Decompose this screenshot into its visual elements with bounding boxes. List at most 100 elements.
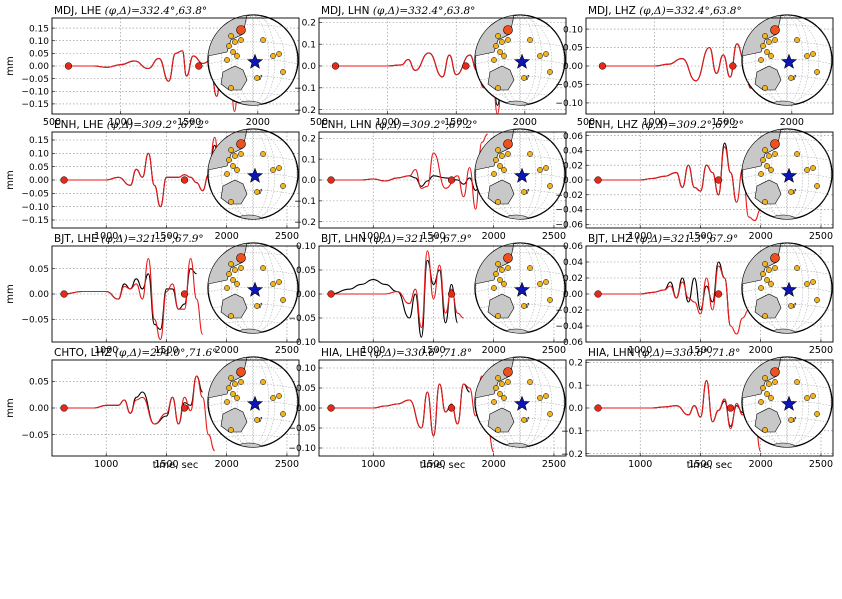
land-antarctica: [501, 442, 531, 447]
station-star: [247, 395, 263, 411]
land-antarctica: [501, 100, 531, 105]
event-dot: [760, 43, 766, 49]
x-tick-label: 2500: [542, 459, 566, 470]
panel-title: BJT, LHE (φ,Δ)=321.3°,67.9°: [54, 233, 204, 245]
window-marker: [64, 62, 73, 70]
event-dot: [280, 69, 286, 75]
x-tick-label: 1000: [109, 117, 133, 128]
parallel: [742, 303, 832, 310]
y-tick-label: 0.10: [29, 37, 49, 47]
x-tick-label: 1000: [628, 459, 652, 470]
event-dot: [228, 375, 234, 381]
station-component: MDJ, LHE: [54, 5, 105, 17]
x-tick-label: 1500: [154, 345, 178, 356]
plot-frame: [318, 245, 567, 343]
station-star: [514, 53, 530, 69]
x-tick-label: 1000: [361, 459, 385, 470]
event-dot: [768, 53, 774, 59]
event-dot: [491, 171, 497, 177]
land-antarctica: [234, 100, 264, 105]
x-tick-label: 1500: [688, 231, 712, 242]
event-dot: [794, 379, 800, 385]
synthetic-trace: [63, 258, 204, 341]
meridian: [754, 357, 832, 447]
source-event: [770, 25, 780, 35]
meridian: [764, 15, 804, 105]
event-dot: [764, 49, 770, 55]
y-tick-label: 0.10: [563, 25, 583, 35]
y-tick-label: −0.1: [561, 427, 583, 437]
window-marker: [447, 290, 456, 298]
parallel: [475, 189, 565, 196]
meridian: [208, 15, 286, 105]
event-dot: [234, 167, 240, 173]
event-dot: [521, 417, 527, 423]
azimuth-distance: (φ,Δ)=332.4°,63.8°: [639, 5, 742, 17]
panel-title: ENH, LHZ (φ,Δ)=309.2°,67.2°: [588, 119, 744, 131]
event-dot: [495, 33, 501, 39]
station-component: ENH, LHZ: [588, 119, 641, 131]
meridian: [754, 129, 832, 219]
event-dot: [228, 199, 234, 205]
x-tick-label: 1500: [154, 231, 178, 242]
station-star: [514, 281, 530, 297]
y-tick-label: 0.05: [29, 163, 49, 173]
event-dot: [230, 163, 236, 169]
meridian: [764, 357, 804, 447]
y-tick-label: −0.04: [555, 206, 583, 216]
panel: 1000 1500 2000 2500 0.10 0.05 0.00 −0.05 −0.10 BJ…: [288, 233, 567, 356]
window-marker: [327, 290, 335, 298]
observed-trace: [64, 144, 222, 208]
x-tick-label: 2500: [275, 459, 299, 470]
window-marker: [327, 176, 335, 184]
event-dot: [768, 395, 774, 401]
y-tick-label: 0.06: [563, 132, 583, 142]
event-dot: [810, 165, 816, 171]
y-tick-label: −0.10: [288, 338, 316, 348]
meridian: [230, 357, 270, 447]
meridian: [475, 129, 553, 219]
meridian: [764, 129, 804, 219]
event-dot: [772, 379, 778, 385]
land-australia: [220, 293, 248, 319]
parallel: [742, 417, 832, 424]
y-tick-label: 0.1: [302, 40, 316, 50]
event-dot: [762, 85, 768, 91]
event-dot: [238, 151, 244, 157]
source-event: [503, 253, 513, 263]
meridian: [497, 243, 537, 333]
y-tick-label: 0.05: [296, 384, 316, 394]
station-component: HIA, LHN: [588, 347, 638, 359]
panel: 1000 1500 2000 2500 0.2 0.1 0.0 −0.1 −0.2 ENH, LH…: [294, 119, 567, 242]
y-tick-label: 0.05: [29, 378, 49, 388]
window-marker: [594, 176, 602, 184]
meridian: [497, 129, 537, 219]
land-australia: [487, 293, 515, 319]
meridian: [754, 15, 832, 105]
y-tick-label: 0.05: [29, 50, 49, 60]
station-star: [781, 395, 797, 411]
y-tick-label: 0.05: [29, 265, 49, 275]
x-tick-label: 2000: [749, 231, 773, 242]
event-dot: [766, 381, 772, 387]
meridian: [754, 243, 832, 333]
synthetic-trace: [331, 375, 495, 453]
event-dot: [537, 53, 543, 59]
window-marker: [180, 176, 189, 184]
event-dot: [260, 151, 266, 157]
event-dot: [226, 157, 232, 163]
x-tick-label: 1500: [688, 459, 712, 470]
x-tick-label: 2000: [513, 117, 537, 128]
traces: [63, 258, 204, 341]
event-dot: [224, 57, 230, 63]
event-dot: [495, 147, 501, 153]
meridian: [487, 129, 565, 219]
synthetic-trace: [330, 250, 464, 329]
y-tick-label: −0.04: [555, 322, 583, 332]
traces: [330, 250, 464, 338]
source-event: [503, 367, 513, 377]
station-component: ENH, LHE: [54, 119, 107, 131]
x-tick-label: 1000: [628, 345, 652, 356]
event-dot: [230, 49, 236, 55]
